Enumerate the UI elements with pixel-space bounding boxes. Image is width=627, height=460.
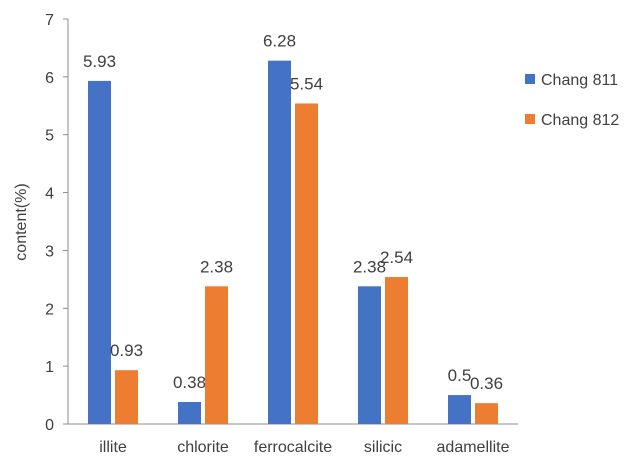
category-label: chlorite	[177, 439, 229, 456]
bar	[115, 370, 138, 424]
bar	[448, 395, 471, 424]
y-tick-label: 3	[45, 243, 54, 260]
legend: Chang 811 Chang 812	[525, 72, 619, 129]
data-label: 0.93	[110, 341, 143, 360]
data-label: 6.28	[263, 32, 296, 51]
data-label: 2.38	[200, 257, 233, 276]
y-tick-label: 0	[45, 417, 54, 434]
bar	[88, 80, 111, 425]
bar	[178, 402, 201, 424]
legend-swatch	[525, 74, 535, 84]
y-tick-label: 2	[45, 301, 54, 318]
legend-label: Chang 811	[541, 72, 618, 89]
bar	[295, 103, 318, 424]
legend-label: Chang 812	[541, 112, 619, 129]
y-tick-label: 6	[45, 70, 54, 87]
data-label: 0.5	[448, 366, 472, 385]
bar	[268, 60, 291, 425]
data-label: 0.38	[173, 373, 206, 392]
data-label: 5.93	[83, 52, 116, 71]
data-label: 2.38	[353, 257, 386, 276]
plot-area: 0 1 2 3 4 5 6 7 5.93 0.93 illite 0.38 2.38 chlorite 6.…	[45, 12, 518, 456]
y-tick-label: 5	[45, 128, 54, 145]
bar	[205, 286, 228, 424]
data-label: 5.54	[290, 74, 323, 93]
bar	[475, 403, 498, 424]
bar	[358, 286, 381, 424]
category-label: illite	[99, 439, 127, 456]
y-tick-label: 4	[45, 186, 54, 203]
y-tick-label: 1	[45, 359, 54, 376]
y-tick-label: 7	[45, 12, 54, 29]
category-label: ferrocalcite	[254, 439, 332, 456]
bar	[385, 277, 408, 424]
category-label: silicic	[364, 439, 402, 456]
data-label: 2.54	[380, 248, 413, 267]
y-axis-title: content(%)	[13, 183, 30, 260]
legend-swatch	[525, 114, 535, 124]
category-label: adamellite	[437, 439, 510, 456]
data-label: 0.36	[470, 374, 503, 393]
